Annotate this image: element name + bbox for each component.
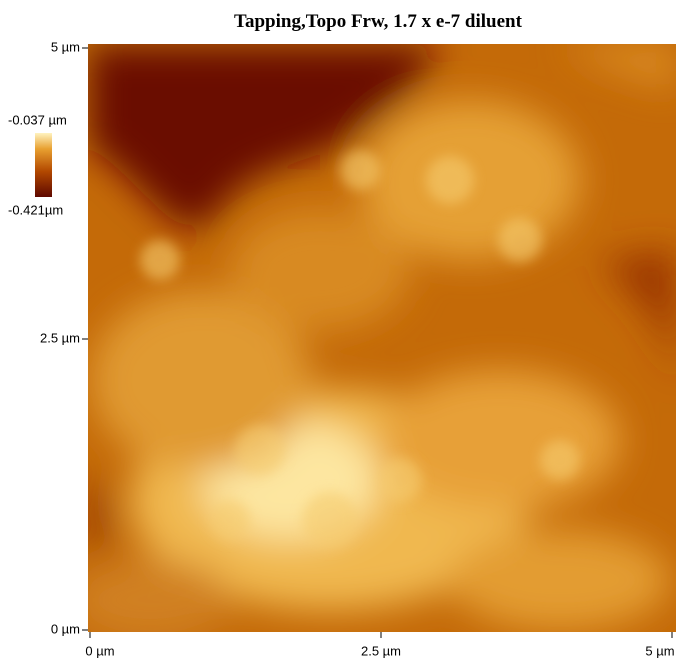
colorbar [35,133,52,197]
y-tick-label: 5 µm [51,39,80,54]
colorbar-min-label: -0.421µm [8,202,63,217]
topography-image [88,44,676,632]
x-tick-label: 5 µm [645,643,674,658]
title: Tapping,Topo Frw, 1.7 x e-7 diluent [234,11,523,32]
x-tick-label: 0 µm [85,643,114,658]
x-axis: 0 µm 2.5 µm 5 µm [85,632,675,658]
y-tick-label: 2.5 µm [40,330,80,345]
x-tick-label: 2.5 µm [361,643,401,658]
y-tick-label: 0 µm [51,621,80,636]
y-axis: 5 µm 2.5 µm 0 µm [40,39,88,636]
colorbar-max-label: -0.037 µm [8,112,67,127]
